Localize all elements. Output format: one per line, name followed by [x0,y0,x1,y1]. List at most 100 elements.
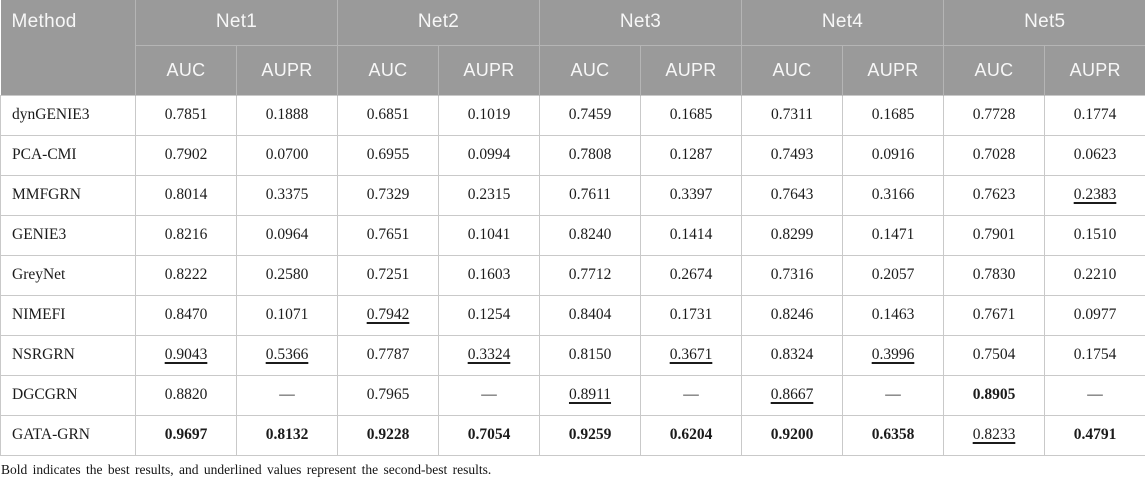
value-cell: 0.0994 [439,135,540,175]
method-cell: GENIE3 [1,215,136,255]
value-cell: 0.7329 [338,175,439,215]
value-cell: 0.9200 [742,415,843,455]
value-cell: 0.7251 [338,255,439,295]
value-cell: 0.7643 [742,175,843,215]
value-cell: 0.3996 [843,335,944,375]
value-cell: 0.4791 [1045,415,1145,455]
value-cell: 0.0964 [237,215,338,255]
header-aupr-net5: AUPR [1045,45,1145,95]
value-cell: 0.8470 [136,295,237,335]
value-cell: 0.7316 [742,255,843,295]
value-cell: 0.8150 [540,335,641,375]
value-cell: 0.6851 [338,95,439,135]
header-aupr-net2: AUPR [439,45,540,95]
value-cell: 0.7493 [742,135,843,175]
value-cell: 0.7787 [338,335,439,375]
header-auc-net2: AUC [338,45,439,95]
value-cell: 0.9228 [338,415,439,455]
value-cell: 0.1774 [1045,95,1145,135]
value-cell: 0.1287 [641,135,742,175]
value-cell: 0.7830 [944,255,1045,295]
value-cell: 0.8324 [742,335,843,375]
value-cell: — [237,375,338,415]
value-cell: 0.1463 [843,295,944,335]
value-cell: 0.8299 [742,215,843,255]
table-footnote: Bold indicates the best results, and und… [1,462,1145,478]
header-group-net4: Net4 [742,0,944,45]
value-cell: 0.7623 [944,175,1045,215]
value-cell: 0.9259 [540,415,641,455]
method-cell: NIMEFI [1,295,136,335]
value-cell: 0.2580 [237,255,338,295]
header-aupr-net4: AUPR [843,45,944,95]
value-cell: 0.3375 [237,175,338,215]
value-cell: 0.1685 [641,95,742,135]
value-cell: — [843,375,944,415]
value-cell: 0.2674 [641,255,742,295]
header-auc-net1: AUC [136,45,237,95]
value-cell: 0.7311 [742,95,843,135]
method-cell: MMFGRN [1,175,136,215]
value-cell: 0.7712 [540,255,641,295]
value-cell: 0.2315 [439,175,540,215]
value-cell: 0.8132 [237,415,338,455]
header-aupr-net1: AUPR [237,45,338,95]
header-method: Method [1,0,136,95]
value-cell: 0.1254 [439,295,540,335]
header-group-net3: Net3 [540,0,742,45]
value-cell: 0.7965 [338,375,439,415]
value-cell: — [1045,375,1145,415]
value-cell: 0.1603 [439,255,540,295]
value-cell: 0.1754 [1045,335,1145,375]
method-cell: NSRGRN [1,335,136,375]
value-cell: 0.8667 [742,375,843,415]
value-cell: 0.1731 [641,295,742,335]
header-aupr-net3: AUPR [641,45,742,95]
header-group-net5: Net5 [944,0,1145,45]
value-cell: 0.8246 [742,295,843,335]
value-cell: 0.8216 [136,215,237,255]
header-auc-net4: AUC [742,45,843,95]
value-cell: 0.7611 [540,175,641,215]
value-cell: 0.1414 [641,215,742,255]
value-cell: 0.1041 [439,215,540,255]
value-cell: 0.1510 [1045,215,1145,255]
value-cell: 0.8820 [136,375,237,415]
value-cell: 0.7808 [540,135,641,175]
value-cell: 0.7504 [944,335,1045,375]
value-cell: 0.1471 [843,215,944,255]
header-group-net2: Net2 [338,0,540,45]
value-cell: 0.7671 [944,295,1045,335]
value-cell: 0.3397 [641,175,742,215]
value-cell: 0.6955 [338,135,439,175]
value-cell: 0.7942 [338,295,439,335]
method-cell: PCA-CMI [1,135,136,175]
value-cell: 0.1685 [843,95,944,135]
value-cell: 0.8911 [540,375,641,415]
value-cell: 0.7902 [136,135,237,175]
value-cell: 0.8014 [136,175,237,215]
value-cell: 0.9697 [136,415,237,455]
value-cell: 0.8222 [136,255,237,295]
value-cell: 0.7901 [944,215,1045,255]
table-header: Method Net1 Net2 Net3 Net4 Net5 AUC AUPR… [1,0,1145,95]
value-cell: 0.8905 [944,375,1045,415]
method-cell: dynGENIE3 [1,95,136,135]
value-cell: 0.9043 [136,335,237,375]
value-cell: 0.0916 [843,135,944,175]
value-cell: 0.2210 [1045,255,1145,295]
value-cell: 0.2383 [1045,175,1145,215]
header-auc-net3: AUC [540,45,641,95]
value-cell: 0.1888 [237,95,338,135]
value-cell: 0.0623 [1045,135,1145,175]
header-auc-net5: AUC [944,45,1045,95]
value-cell: 0.8233 [944,415,1045,455]
header-group-net1: Net1 [136,0,338,45]
